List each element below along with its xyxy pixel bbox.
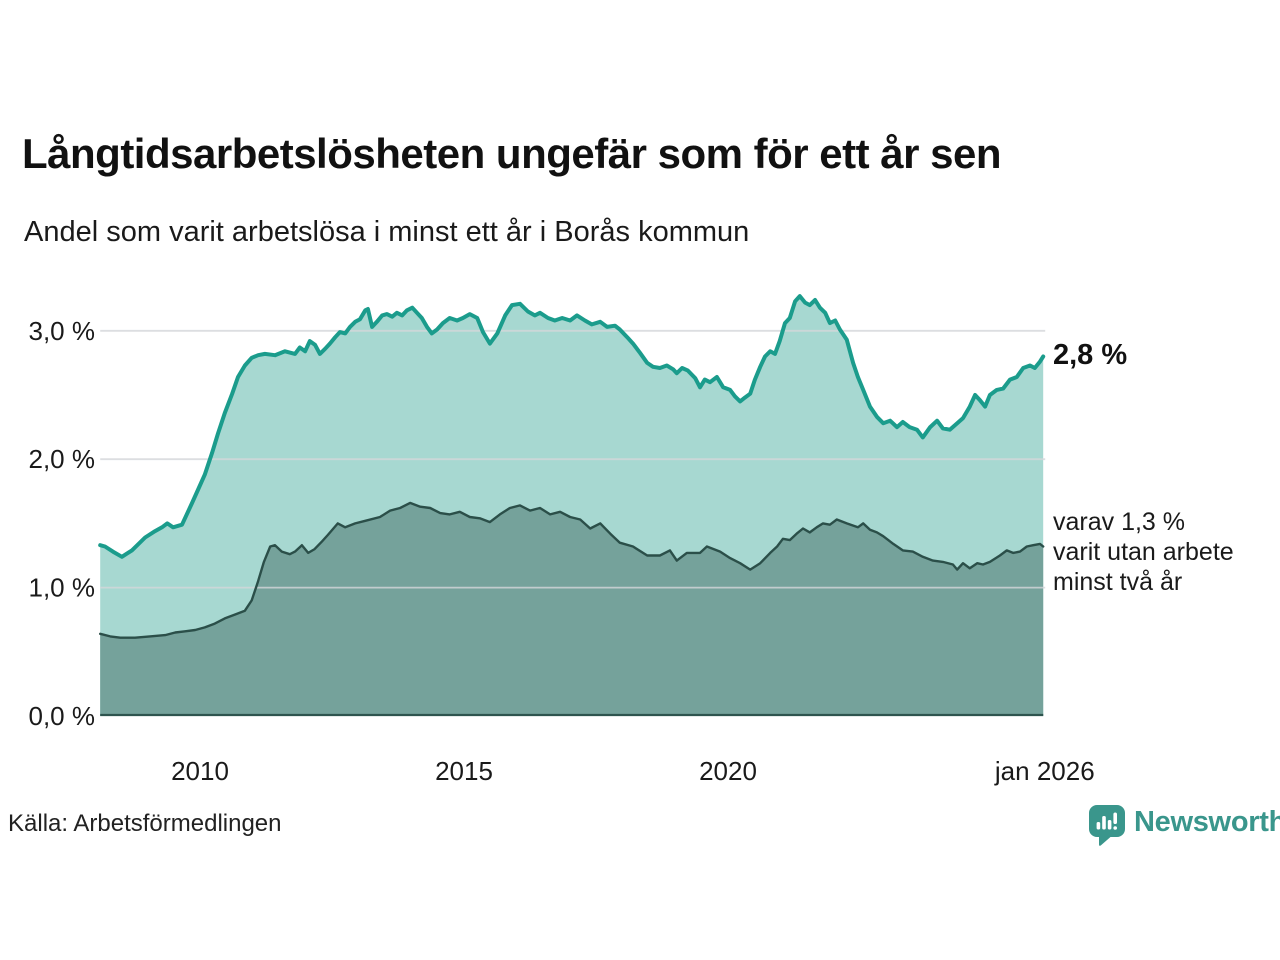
svg-text:0,0 %: 0,0 % <box>29 701 96 731</box>
svg-text:2020: 2020 <box>699 756 757 786</box>
brand-logo: Newsworthy <box>1088 804 1280 846</box>
chart-subtitle: Andel som varit arbetslösa i minst ett å… <box>24 216 750 248</box>
end-value-label-one-year: 2,8 % <box>1053 339 1128 372</box>
end-label-two-year-line3: minst två år <box>1053 568 1183 597</box>
source-note: Källa: Arbetsförmedlingen <box>8 810 282 837</box>
end-label-two-year-line1: varav 1,3 % <box>1053 508 1186 537</box>
bar-chart-speech-bubble-icon <box>1089 805 1125 846</box>
brand-name: Newsworthy <box>1134 806 1280 838</box>
svg-text:1,0 %: 1,0 % <box>29 573 96 603</box>
svg-text:2,0 %: 2,0 % <box>29 444 96 474</box>
end-label-two-year: varav 1,3 % varit utan arbete minst två … <box>1053 507 1234 597</box>
svg-text:3,0 %: 3,0 % <box>29 316 96 346</box>
svg-text:2015: 2015 <box>435 756 493 786</box>
end-label-two-year-line2: varit utan arbete <box>1053 538 1234 567</box>
svg-text:2010: 2010 <box>171 756 229 786</box>
chart-title: Långtidsarbetslösheten ungefär som för e… <box>22 130 1002 177</box>
svg-text:jan 2026: jan 2026 <box>994 756 1095 786</box>
